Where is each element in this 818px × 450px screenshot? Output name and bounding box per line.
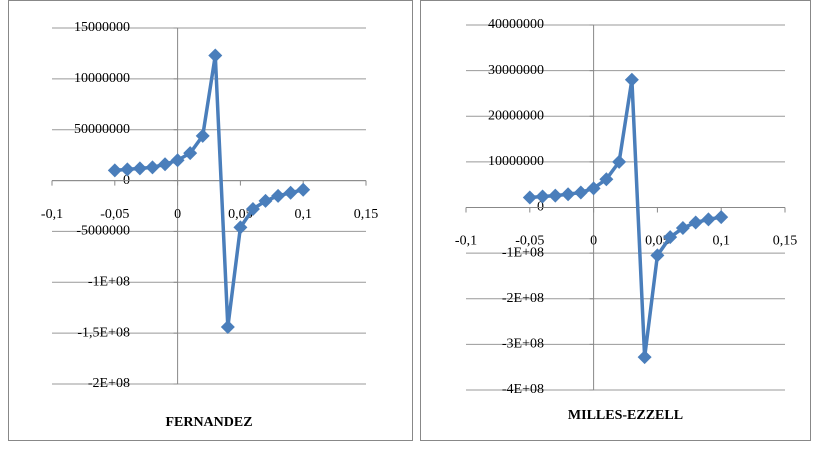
marker [701, 212, 716, 227]
marker [637, 350, 652, 365]
marker [599, 172, 614, 187]
marker [624, 72, 639, 87]
x-tick-label: -0,1 [455, 234, 477, 249]
marker [296, 182, 311, 197]
x-tick-label: 0,15 [773, 234, 798, 249]
marker [195, 128, 210, 143]
y-tick-label: 15000000 [74, 20, 130, 35]
marker [714, 210, 729, 225]
x-tick-label: -0,05 [515, 234, 544, 249]
marker [271, 188, 286, 203]
marker [612, 154, 627, 169]
marker [258, 193, 273, 208]
marker [107, 163, 122, 178]
marker [586, 181, 601, 196]
marker [663, 230, 678, 245]
marker [548, 188, 563, 203]
marker [145, 160, 160, 175]
x-tick-label: -0,05 [100, 207, 129, 222]
marker [220, 320, 235, 335]
marker [183, 146, 198, 161]
y-tick-label: 10000000 [74, 71, 130, 86]
y-tick-label: 50000000 [74, 122, 130, 137]
marker [233, 220, 248, 235]
y-tick-label: 10000000 [488, 154, 544, 169]
chart-title: FERNANDEZ [165, 415, 252, 430]
marker [688, 215, 703, 230]
y-tick-label: -3E+08 [502, 337, 544, 352]
y-tick-label: 40000000 [488, 17, 544, 32]
chart-title: MILLES-EZZELL [568, 408, 683, 423]
y-tick-label: -1E+08 [88, 275, 130, 290]
marker [535, 189, 550, 204]
y-tick-label: 30000000 [488, 63, 544, 78]
marker [522, 190, 537, 205]
marker [561, 187, 576, 202]
x-tick-label: -0,1 [41, 207, 63, 222]
x-tick-label: 0 [174, 207, 181, 222]
marker [573, 185, 588, 200]
marker [650, 248, 665, 263]
x-tick-label: 0,1 [712, 234, 730, 249]
line [529, 78, 722, 359]
y-tick-label: -1,5E+08 [77, 325, 130, 340]
y-tick-label: -2E+08 [88, 376, 130, 391]
marker [158, 157, 173, 172]
marker [208, 48, 223, 63]
y-tick-label: -5000000 [76, 224, 130, 239]
y-tick-label: -2E+08 [502, 291, 544, 306]
line [114, 53, 304, 329]
marker [170, 153, 185, 168]
marker [132, 161, 147, 176]
marker [120, 162, 135, 177]
x-tick-label: 0,15 [354, 207, 379, 222]
panel-border [420, 0, 811, 441]
panel-border [8, 0, 413, 441]
y-tick-label: -4E+08 [502, 382, 544, 397]
marker [283, 185, 298, 200]
marker [245, 202, 260, 217]
x-tick-label: 0 [590, 234, 597, 249]
x-tick-label: 0,1 [294, 207, 312, 222]
y-tick-label: -1E+08 [502, 245, 544, 260]
marker [675, 221, 690, 236]
y-tick-label: 20000000 [488, 108, 544, 123]
